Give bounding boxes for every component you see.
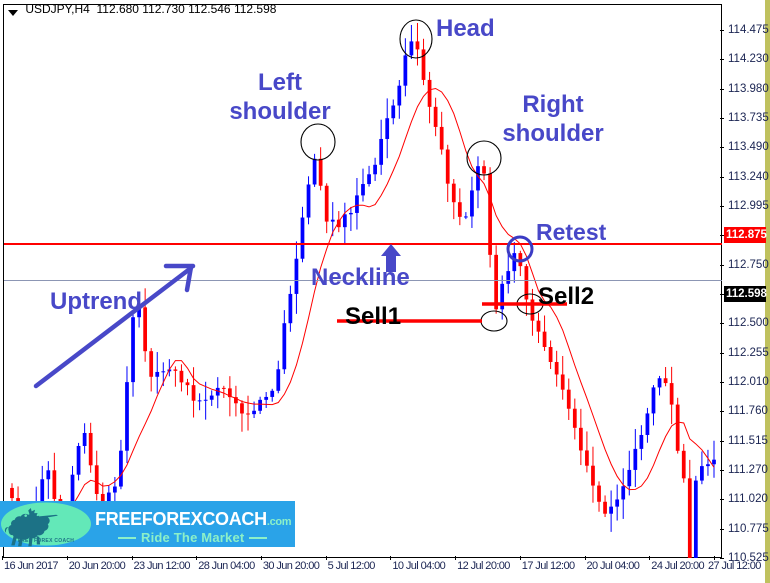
- svg-text:FREE FOREX COACH: FREE FOREX COACH: [18, 538, 75, 544]
